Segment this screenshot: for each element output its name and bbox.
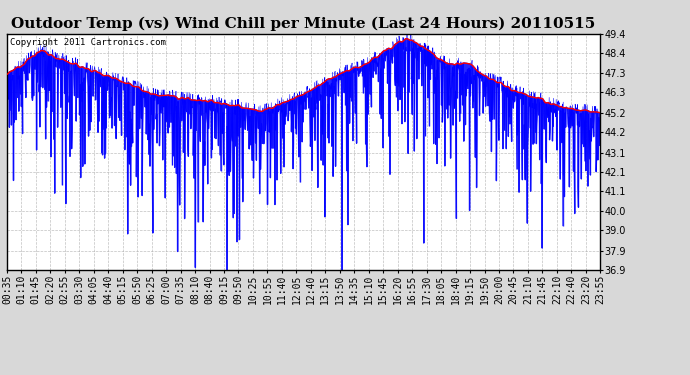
Title: Outdoor Temp (vs) Wind Chill per Minute (Last 24 Hours) 20110515: Outdoor Temp (vs) Wind Chill per Minute … (12, 17, 595, 31)
Text: Copyright 2011 Cartronics.com: Copyright 2011 Cartronics.com (10, 39, 166, 48)
